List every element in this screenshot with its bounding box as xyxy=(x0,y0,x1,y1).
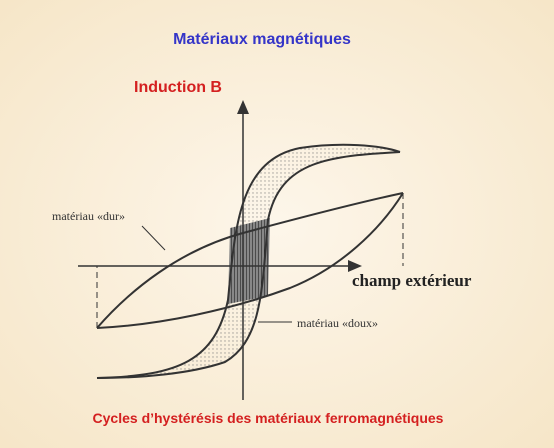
pointer xyxy=(141,225,166,251)
hatched-area xyxy=(228,218,270,304)
y-axis-label: Induction B xyxy=(134,79,222,96)
hard-label: matériau «dur» xyxy=(52,209,125,223)
caption: Cycles d’hystérésis des matériaux ferrom… xyxy=(93,410,444,426)
title: Matériaux magnétiques xyxy=(173,31,351,48)
x-arrow xyxy=(348,260,362,272)
x-axis-label: champ extérieur xyxy=(352,271,472,290)
y-arrow xyxy=(237,100,249,114)
soft-label: matériau «doux» xyxy=(297,316,378,330)
hard-loop-lower xyxy=(96,192,404,329)
hard-loop-upper xyxy=(96,192,404,329)
soft-loop-upper xyxy=(96,143,401,379)
soft-loop-lower xyxy=(96,151,401,379)
